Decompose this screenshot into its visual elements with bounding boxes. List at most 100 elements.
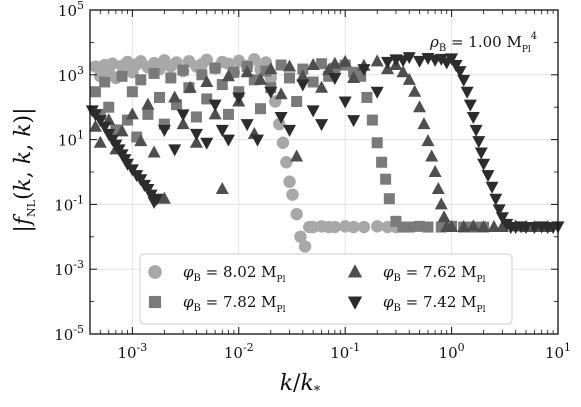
legend-entry: φB = 8.02 MPl [148, 263, 286, 285]
annotation-text: ρB = 1.00 MPl4 [429, 31, 537, 55]
legend: φB = 8.02 MPl φB = 7.82 MPl φB = 7.62 MPl φ… [139, 253, 513, 325]
data-point [371, 220, 384, 233]
data-point [154, 91, 166, 103]
data-point [487, 220, 501, 233]
data-point [396, 65, 410, 78]
data-point [453, 66, 467, 79]
data-point [428, 165, 442, 177]
data-point [144, 189, 158, 202]
data-point [338, 54, 352, 67]
data-point [221, 69, 235, 82]
data-point [208, 107, 222, 120]
data-point [216, 79, 228, 91]
data-point [481, 170, 495, 183]
legend-entry: φB = 7.62 MPl [347, 263, 486, 285]
data-point [381, 56, 395, 69]
series-4 [85, 52, 565, 235]
x-tick-label: 10-3 [117, 341, 147, 362]
data-point [294, 230, 307, 243]
data-point [290, 149, 304, 162]
data-point [131, 131, 143, 143]
data-point [383, 193, 395, 205]
x-tick-label: 101 [545, 341, 571, 362]
data-point [142, 108, 154, 120]
data-point [495, 212, 509, 225]
data-point [116, 70, 128, 82]
tick-labels: 10-3 10-2 10-1 100 101 10-5 10-3 10-1 101 103 105 [54, 0, 571, 362]
axis-ticks [90, 9, 559, 335]
data-point [240, 119, 254, 132]
data-point [280, 156, 293, 169]
annotation: ρB = 1.00 MPl4 [429, 31, 537, 55]
data-point [157, 124, 171, 137]
data-point [328, 220, 342, 234]
data-point [209, 62, 221, 74]
data-point [248, 74, 260, 86]
data-point [402, 52, 416, 65]
data-point [215, 124, 229, 137]
data-point [477, 220, 491, 233]
y-tick-label: 103 [58, 64, 84, 85]
data-point [93, 135, 107, 148]
data-point [98, 121, 112, 134]
data-point [189, 135, 203, 148]
data-point [347, 115, 361, 128]
data-point [158, 118, 170, 130]
data-point [425, 149, 439, 162]
y-tick-label: 101 [58, 129, 84, 150]
data-point [88, 119, 102, 132]
data-point [93, 115, 107, 128]
legend-entry: φB = 7.82 MPl [148, 293, 286, 315]
data-point [200, 137, 214, 150]
legend-marker [347, 264, 363, 278]
data-point [176, 117, 190, 130]
data-point [306, 105, 320, 118]
legend-box [139, 253, 513, 325]
data-point [435, 221, 447, 233]
data-point [495, 220, 509, 233]
data-point [150, 193, 164, 206]
data-point [147, 145, 161, 158]
data-point [434, 197, 448, 210]
data-point [283, 175, 296, 188]
data-point [463, 99, 477, 112]
data-point [99, 76, 111, 88]
data-point [408, 84, 422, 97]
data-point [485, 181, 499, 194]
x-tick-label: 10-1 [330, 341, 360, 362]
data-point [477, 158, 491, 171]
data-point [492, 204, 506, 217]
data-point [201, 93, 213, 105]
data-point [315, 80, 329, 93]
data-point [371, 137, 383, 149]
data-point [89, 60, 102, 73]
legend-marker [148, 265, 162, 279]
legend-marker [148, 295, 162, 309]
data-point [445, 53, 459, 66]
data-point [291, 95, 303, 107]
data-point [253, 72, 267, 85]
data-point [171, 99, 183, 111]
data-point [323, 70, 335, 82]
data-point [457, 74, 471, 87]
data-point [328, 72, 342, 85]
data-point [228, 66, 240, 78]
data-point [474, 147, 488, 160]
x-tick-label: 10-2 [224, 341, 254, 362]
data-point [361, 91, 373, 103]
data-point [286, 188, 299, 201]
data-point [316, 58, 328, 70]
data-point [165, 72, 177, 84]
data-point [106, 57, 119, 70]
data-point [338, 96, 352, 109]
series-3 [88, 54, 555, 233]
data-point [296, 69, 310, 82]
y-tick-label: 10-1 [54, 193, 84, 214]
data-point [390, 215, 402, 227]
data-point [472, 136, 486, 149]
data-point [134, 134, 148, 147]
data-point [307, 76, 319, 88]
data-point [414, 220, 426, 232]
data-point [466, 219, 480, 232]
data-point [240, 65, 254, 78]
